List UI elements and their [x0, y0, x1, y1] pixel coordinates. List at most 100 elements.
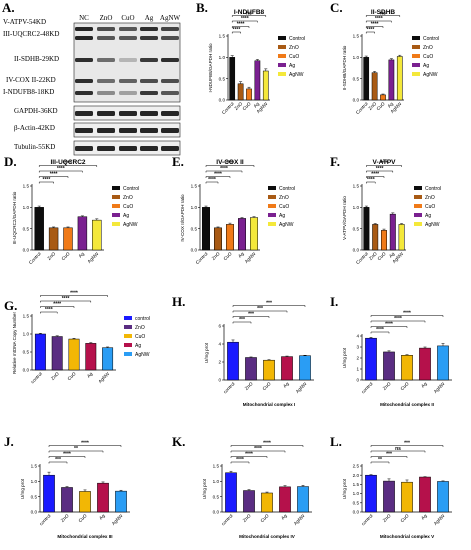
bar-zno: [237, 83, 244, 101]
x-tick-label-cuo: CuO: [60, 251, 71, 262]
bar-ag: [77, 216, 88, 251]
x-tick-label-cuo: CuO: [375, 101, 386, 112]
blot-band: [161, 36, 179, 40]
legend-swatch-ag: [268, 213, 276, 217]
significance-label: ****: [367, 177, 375, 183]
bar-ag: [419, 476, 431, 513]
legend-label-control: control: [135, 316, 150, 322]
x-tick-label-ag: Ag: [253, 101, 261, 109]
legend-label-agnw: AgNW: [423, 72, 438, 78]
blot-band: [119, 36, 137, 40]
bar-cuo: [226, 224, 234, 251]
significance-label: ****: [64, 161, 72, 167]
x-tick-label-ag: Ag: [280, 513, 288, 521]
y-tick-label: 2: [218, 360, 221, 365]
bar-cuo: [263, 359, 275, 381]
y-tick-label: 0.0: [353, 510, 360, 515]
bar-zno: [372, 224, 379, 251]
bar-control: [363, 207, 370, 251]
y-tick-label: 0.0: [353, 98, 360, 103]
blot-lane-labels: NC ZnO CuO Ag AgNW: [79, 14, 180, 22]
legend-label-zno: ZnO: [135, 325, 145, 331]
panel-label-e: E.: [172, 154, 184, 169]
legend-swatch-cuo: [412, 54, 420, 58]
y-tick-label: 0.5: [31, 494, 38, 499]
blot-band: [75, 111, 93, 116]
oxphos-membrane: [73, 22, 181, 103]
significance-label: ****: [371, 22, 379, 28]
y-axis-label: I-NDUFB8/GAPDH ratio: [208, 43, 213, 92]
x-tick-label-cuo: CuO: [222, 251, 233, 262]
legend-label-ag: Ag: [423, 63, 429, 69]
y-tick-label: 2: [356, 356, 359, 361]
significance-label: ***: [55, 457, 61, 463]
significance-label: ****: [376, 327, 384, 333]
significance-label: ****: [226, 161, 234, 167]
significance-label: ****: [371, 172, 379, 178]
x-tick-label-agnw: AgNW: [87, 251, 100, 264]
bar-agnw: [262, 70, 269, 101]
legend-swatch-cuo: [278, 54, 286, 58]
panel-j: J. 0.0 0.5 1.0 1.5 U/mg prot control ZnO CuO Ag A…: [4, 434, 130, 539]
legend-label-ag: Ag: [289, 63, 295, 69]
chart-title: IV-COX II: [216, 159, 244, 166]
band-label-actin: β-Actin-42KD: [14, 124, 55, 132]
panel-l: L. 0.0 0.5 1.0 1.5 2.0 2.5 U/mg prot control ZnO…: [330, 434, 452, 539]
legend-label-zno: ZnO: [279, 195, 289, 201]
y-tick-label: 0.5: [213, 494, 220, 499]
blot-band: [75, 91, 93, 95]
y-tick-label: 0.0: [31, 510, 38, 515]
bar-cuo: [246, 88, 252, 101]
panel-h: H. 0 2 4 6 U/mg prot control ZnO CuO Ag AgNW Mitoc…: [172, 294, 314, 407]
legend-label-ag: Ag: [123, 213, 129, 219]
y-tick-label: 2.0: [353, 473, 360, 478]
panel-label-d: D.: [4, 154, 17, 169]
blot-band-labels: V-ATPV-54KD III-UQCRC2-48KD II-SDHB-29KD…: [3, 18, 59, 151]
legend-label-cuo: CuO: [135, 334, 145, 340]
x-axis-label: Mitochondrial complex I: [243, 402, 296, 407]
x-tick-label-cuo: CuO: [399, 513, 410, 524]
panel-label-k: K.: [172, 434, 185, 449]
panel-f: F. V-ATPV 0.0 0.5 1.0 1.5 V-ATPV/GAPDH ratio C…: [330, 154, 441, 265]
significance-label: ****: [43, 177, 51, 183]
bar-agnw: [437, 481, 449, 513]
y-tick-label: 1.0: [353, 491, 360, 496]
bar-cuo: [380, 94, 386, 101]
blot-band: [140, 79, 158, 83]
blot-band: [97, 36, 115, 40]
band-label-v-atpv: V-ATPV-54KD: [3, 18, 46, 26]
significance-label: **: [74, 446, 78, 452]
bar-cuo: [79, 491, 91, 513]
blot-band: [140, 128, 158, 133]
y-tick-label: 0.5: [353, 226, 360, 231]
x-tick-label-zno: ZnO: [244, 381, 254, 391]
blot-band: [75, 58, 93, 62]
band-label-gapdh: GAPDH-36KD: [14, 107, 58, 115]
y-tick-label: 0.0: [219, 98, 226, 103]
x-tick-label-ag: Ag: [282, 381, 290, 389]
blot-membranes: [73, 22, 181, 156]
bar-control: [202, 207, 210, 251]
bar-zno: [243, 490, 255, 513]
bar-ag: [254, 60, 261, 101]
blot-band: [119, 146, 137, 151]
band-label-sdhb: II-SDHB-29KD: [14, 55, 59, 63]
significance-label: ****: [263, 441, 271, 447]
y-axis-label: U/mg prot: [342, 347, 347, 368]
legend-swatch-zno: [124, 325, 132, 329]
y-tick-label: 0.5: [353, 76, 360, 81]
blot-band: [97, 79, 115, 83]
blot-band: [140, 91, 158, 95]
bar-agnw: [115, 490, 127, 513]
x-tick-label-agnw: AgNW: [293, 513, 306, 526]
legend-label-agnw: AgNW: [135, 352, 150, 358]
x-tick-label-cuo: CuO: [376, 251, 387, 262]
legend-swatch-cuo: [268, 204, 276, 208]
bar-zno: [51, 336, 63, 371]
significance-label: ****: [245, 452, 253, 458]
blot-band: [119, 79, 137, 83]
y-tick-label: 1.5: [353, 34, 360, 39]
bar-agnw: [92, 219, 102, 251]
y-tick-label: 0.5: [23, 226, 30, 231]
x-axis-label: Mitochondrial complex V: [380, 534, 435, 539]
